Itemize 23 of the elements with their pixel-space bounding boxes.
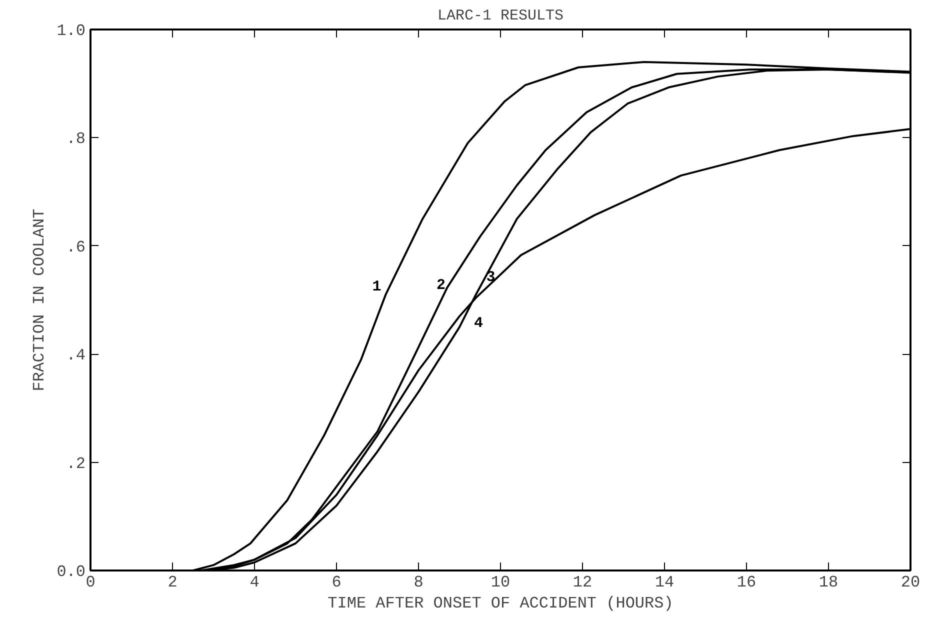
x-axis-title: TIME AFTER ONSET OF ACCIDENT (HOURS) — [328, 594, 674, 612]
x-tick-label: 8 — [414, 574, 424, 592]
annotation: 4 — [474, 314, 484, 332]
chart-title: LARC-1 RESULTS — [437, 8, 564, 24]
y-tick-label: .6 — [66, 238, 86, 256]
x-tick-label: 0 — [86, 574, 96, 592]
x-tick-label: 6 — [332, 574, 342, 592]
annotation: 1 — [372, 278, 382, 296]
x-tick-label: 12 — [572, 574, 592, 592]
x-tick-label: 2 — [168, 574, 178, 592]
annotation: 2 — [436, 276, 446, 294]
x-tick-label: 14 — [654, 574, 674, 592]
y-tick-label: 0.0 — [56, 563, 86, 581]
x-tick-label: 10 — [490, 574, 510, 592]
x-tick-label: 20 — [900, 574, 920, 592]
y-axis-title: FRACTION IN COOLANT — [30, 208, 49, 392]
y-tick-label: .2 — [66, 454, 86, 473]
x-tick-label: 16 — [736, 574, 756, 592]
x-tick-label: 4 — [250, 574, 260, 592]
x-tick-label: 18 — [818, 574, 838, 592]
y-tick-label: .8 — [66, 130, 86, 148]
y-tick-label: 1.0 — [56, 22, 86, 40]
y-tick-label: .4 — [66, 346, 86, 365]
